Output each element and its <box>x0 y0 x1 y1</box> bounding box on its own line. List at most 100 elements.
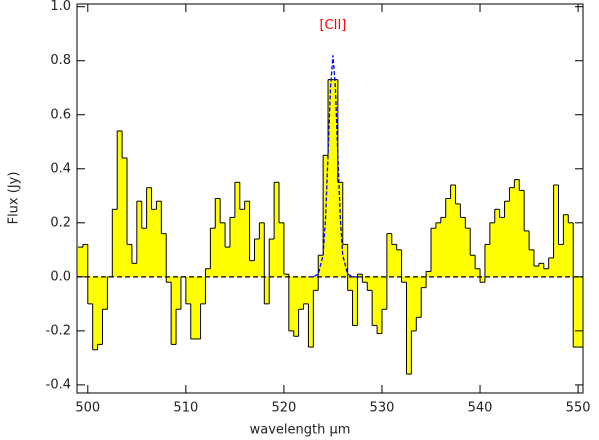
bar <box>259 222 265 278</box>
bar <box>543 268 549 278</box>
y-tick-label: 0.2 <box>50 215 71 230</box>
bar <box>435 222 442 278</box>
bar <box>391 244 397 278</box>
bar <box>205 268 211 278</box>
bar <box>293 276 299 337</box>
bar <box>234 182 241 278</box>
bar <box>151 209 157 278</box>
bar <box>499 217 505 278</box>
bar <box>425 271 432 278</box>
bar <box>440 217 446 278</box>
bar <box>563 214 569 278</box>
bar <box>332 79 339 278</box>
bar <box>264 276 270 305</box>
bar <box>136 200 142 278</box>
bar <box>401 276 407 283</box>
y-tick-label: 0.0 <box>50 269 71 284</box>
bar <box>514 179 520 278</box>
bar <box>82 244 89 278</box>
bar <box>533 265 540 278</box>
bar <box>504 200 510 278</box>
bar <box>273 182 280 278</box>
x-tick-label: 510 <box>173 401 198 416</box>
bar <box>572 276 579 348</box>
bar <box>450 184 456 278</box>
bar <box>558 244 564 278</box>
bar <box>469 254 476 278</box>
bar <box>161 233 167 278</box>
bar <box>121 157 128 278</box>
bar <box>386 233 393 278</box>
annotation: [CII] <box>319 18 346 33</box>
bar <box>219 222 226 278</box>
bar <box>87 276 93 305</box>
x-tick-label: 520 <box>271 401 296 416</box>
bar <box>185 276 192 305</box>
x-axis-label: wavelength μm <box>250 423 351 438</box>
bar <box>376 276 383 334</box>
bar <box>141 227 147 278</box>
bar <box>239 209 245 278</box>
x-tick-label: 550 <box>566 401 591 416</box>
bar <box>474 268 481 278</box>
bar <box>479 276 486 283</box>
bar <box>416 276 422 318</box>
bar <box>494 209 500 278</box>
bar <box>303 276 309 305</box>
x-tick-label: 500 <box>75 401 100 416</box>
plot-frame <box>76 3 584 394</box>
bar <box>190 276 196 340</box>
y-axis-label: Flux (Jy) <box>7 172 22 225</box>
y-tick-label: 1.0 <box>50 0 71 14</box>
bar <box>538 263 545 278</box>
bar <box>460 217 466 278</box>
bar <box>288 276 294 332</box>
x-tick-label: 530 <box>370 401 395 416</box>
y-tick-label: -0.4 <box>46 377 71 392</box>
bar <box>420 276 427 288</box>
bar <box>126 244 133 278</box>
bar <box>116 130 123 278</box>
fit-line <box>308 55 358 278</box>
bar <box>131 263 138 278</box>
bar <box>156 200 162 278</box>
bar <box>371 276 378 326</box>
y-tick-label: 0.4 <box>50 161 71 176</box>
bar <box>298 276 304 310</box>
bar <box>268 238 275 278</box>
y-tick-label: -0.2 <box>46 323 71 338</box>
bar <box>347 276 353 291</box>
bar <box>577 276 584 348</box>
bar <box>278 222 285 278</box>
bar <box>215 198 221 278</box>
bar <box>92 276 98 351</box>
bar <box>523 230 530 278</box>
bar <box>406 276 412 375</box>
y-tick-label: 0.8 <box>50 53 71 68</box>
bar <box>244 200 250 278</box>
bar <box>445 198 451 278</box>
bar <box>102 276 108 310</box>
bar <box>352 276 358 326</box>
bar <box>313 276 319 291</box>
bar <box>175 276 182 310</box>
bar <box>327 79 334 278</box>
bar <box>165 276 172 283</box>
bar <box>170 276 177 345</box>
bar <box>308 276 314 348</box>
bar <box>195 276 201 340</box>
bar <box>396 249 402 278</box>
bar <box>465 227 471 278</box>
bar <box>484 244 491 278</box>
bar <box>229 217 236 278</box>
bar <box>519 190 525 278</box>
bar <box>411 276 417 332</box>
bar <box>455 203 461 278</box>
bar <box>146 187 152 278</box>
bar <box>362 276 368 283</box>
bar <box>77 246 84 278</box>
bar <box>254 238 260 278</box>
bar <box>430 227 437 278</box>
bar <box>200 276 206 305</box>
